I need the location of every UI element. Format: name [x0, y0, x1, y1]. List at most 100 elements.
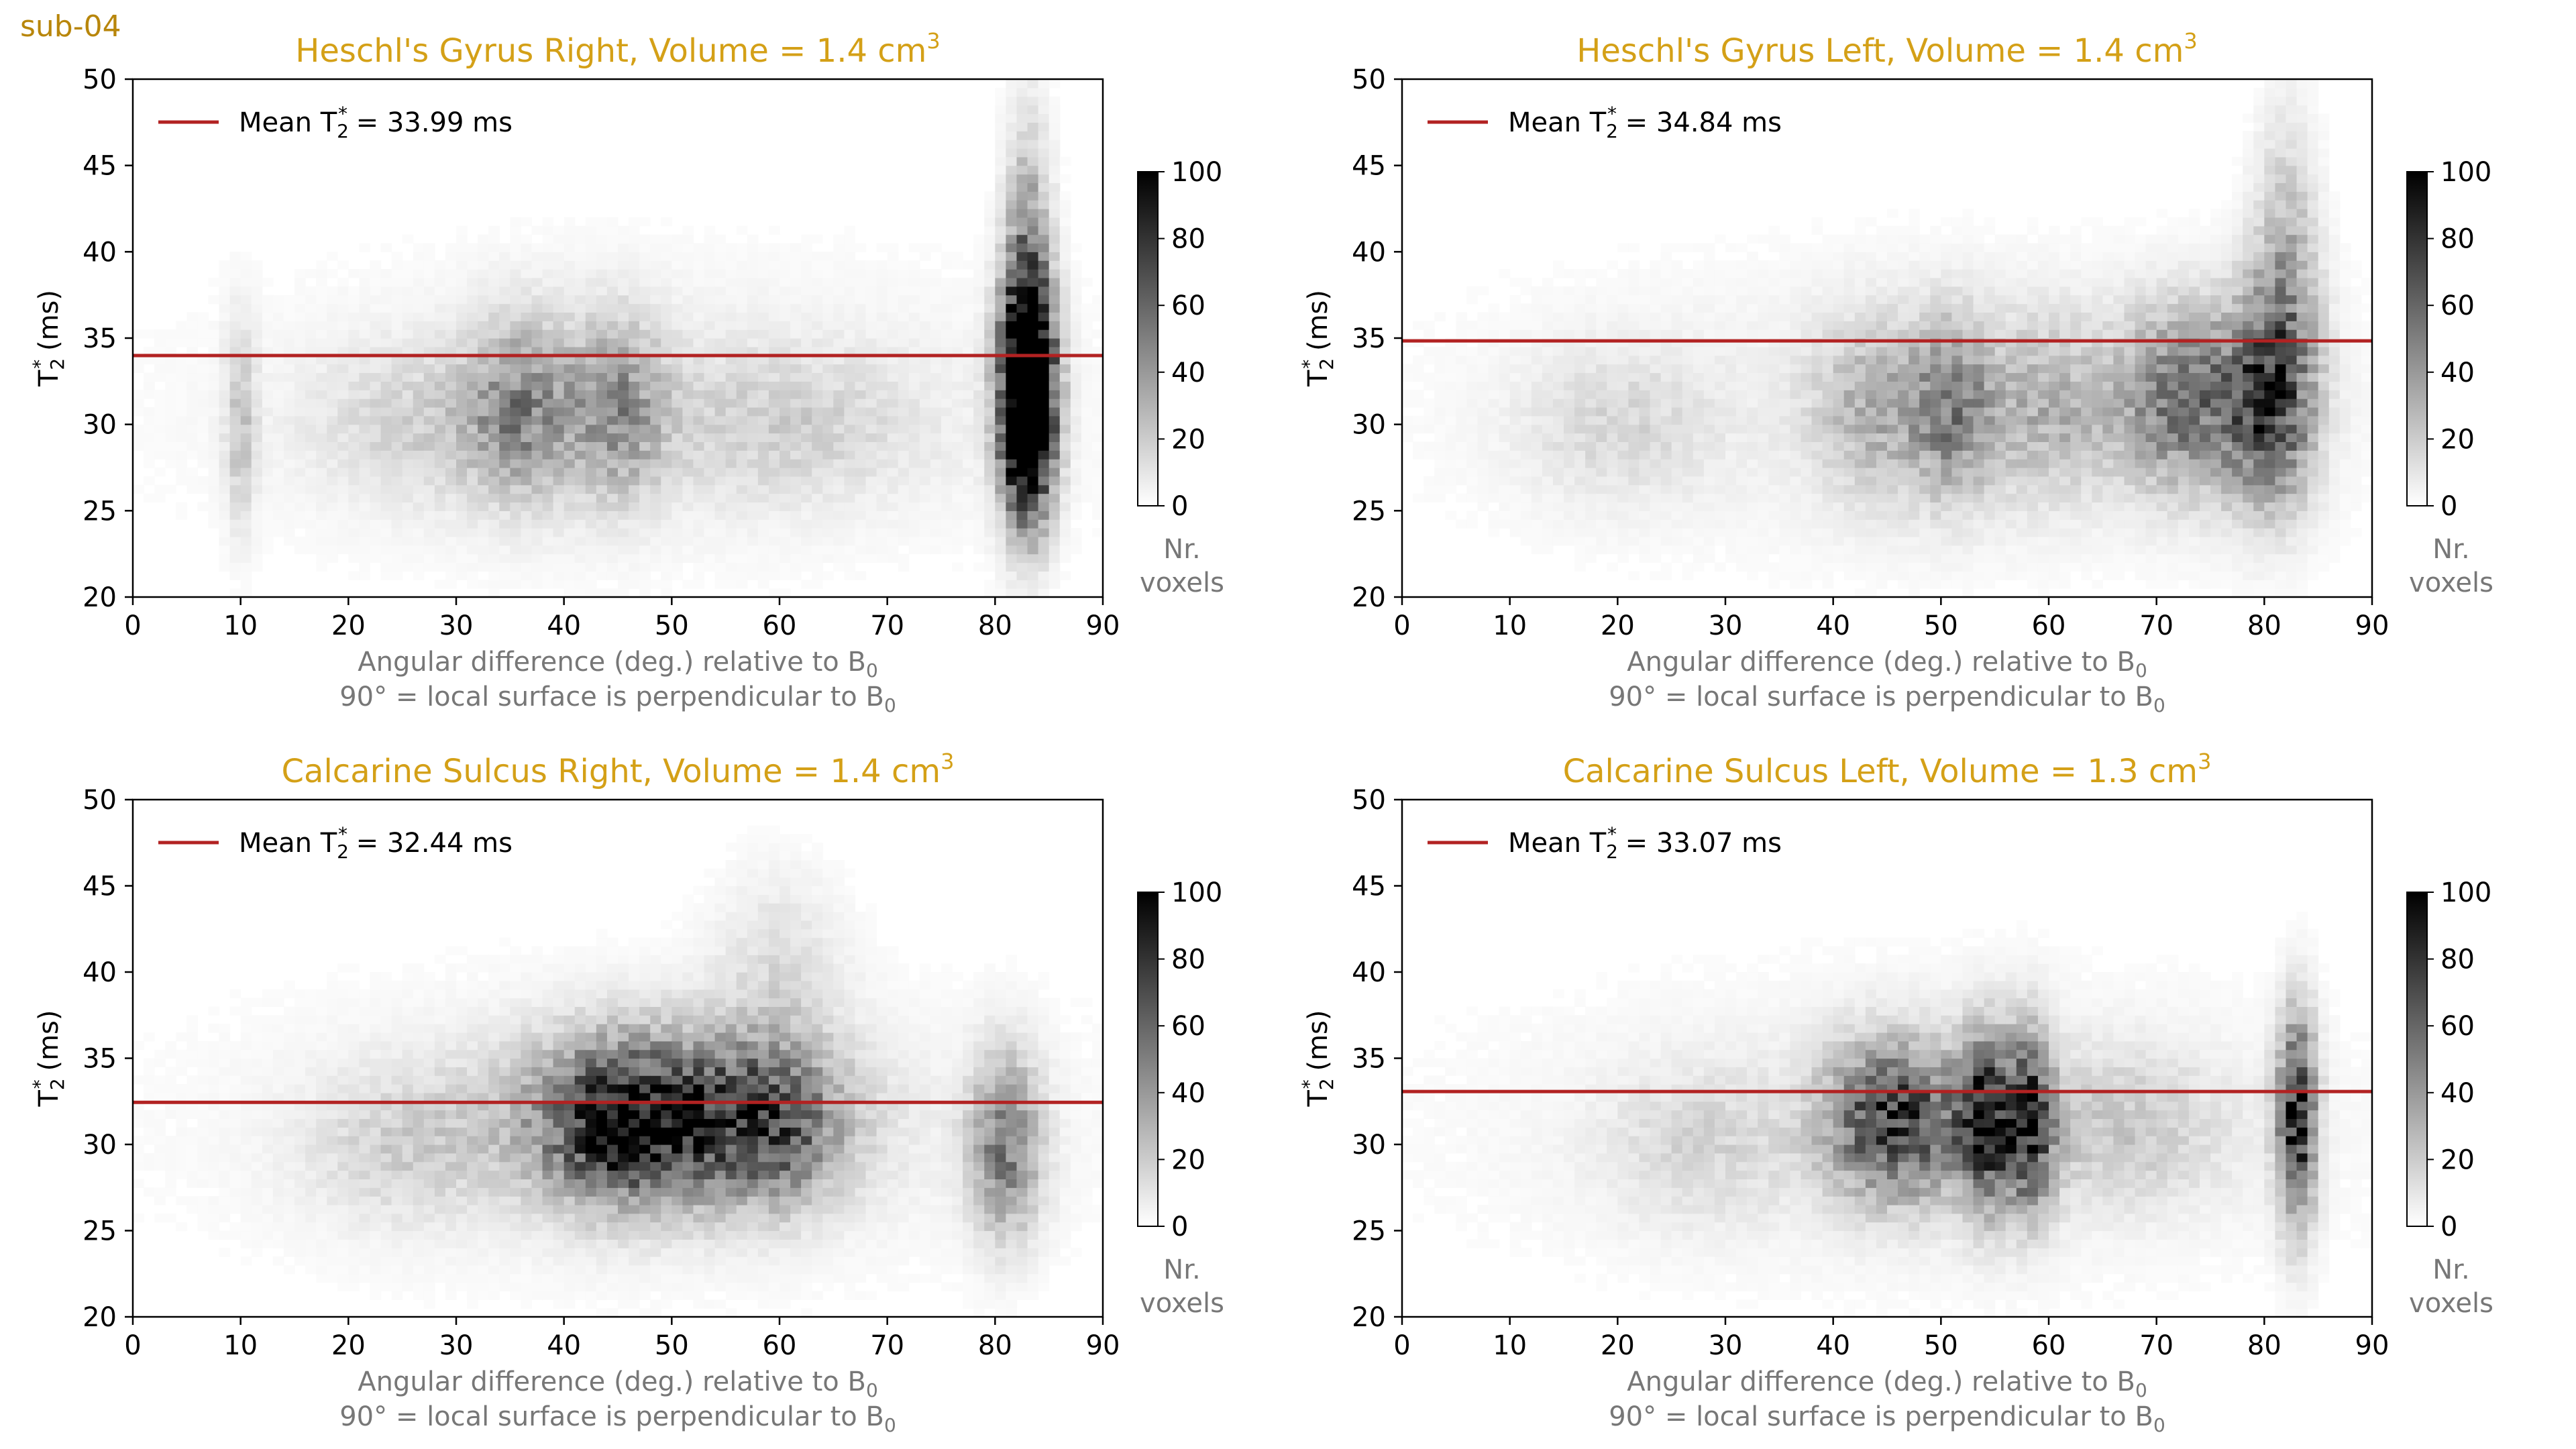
heatmap-cell [618, 580, 629, 588]
heatmap-cell [575, 398, 586, 407]
heatmap-cell [855, 554, 866, 563]
heatmap-cell [650, 537, 661, 545]
heatmap-cell [855, 511, 866, 519]
heatmap-cell [435, 519, 446, 528]
heatmap-cell [230, 450, 241, 459]
heatmap-cell [650, 554, 661, 563]
heatmap-cell [995, 200, 1006, 209]
heatmap-cell [478, 554, 489, 563]
heatmap-cell [402, 390, 414, 398]
heatmap-cell [165, 441, 176, 450]
heatmap-cell [413, 278, 425, 286]
heatmap-cell [381, 502, 392, 511]
heatmap-cell [844, 459, 855, 468]
heatmap-cell [478, 235, 489, 244]
heatmap-cell [478, 269, 489, 278]
heatmap-cell [607, 217, 619, 226]
heatmap-cell [995, 571, 1006, 580]
heatmap-cell [941, 519, 953, 528]
heatmap-cell [682, 416, 694, 425]
heatmap-cell [337, 476, 349, 485]
heatmap-cell [445, 450, 457, 459]
heatmap-cell [273, 502, 284, 511]
heatmap-cell [543, 468, 554, 476]
heatmap-cell [575, 441, 586, 450]
heatmap-cell [726, 450, 737, 459]
heatmap-cell [370, 390, 381, 398]
heatmap-cell [1028, 286, 1039, 295]
heatmap-cell [456, 321, 468, 329]
heatmap-cell [273, 468, 284, 476]
heatmap-cell [952, 450, 963, 459]
heatmap-cell [488, 425, 500, 433]
heatmap-cell [888, 545, 899, 554]
heatmap-cell [607, 433, 619, 442]
heatmap-cell [1016, 312, 1028, 321]
heatmap-cell [467, 537, 478, 545]
heatmap-cell [316, 528, 327, 537]
heatmap-cell [424, 519, 435, 528]
heatmap-cell [499, 502, 511, 511]
heatmap-cell [424, 304, 435, 313]
heatmap-cell [769, 468, 780, 476]
heatmap-cell [769, 364, 780, 373]
heatmap-cell [413, 485, 425, 494]
heatmap-cell [693, 252, 704, 260]
heatmap-cell [273, 364, 284, 373]
heatmap-cell [241, 450, 252, 459]
heatmap-cell [780, 372, 791, 381]
heatmap-cell [499, 425, 511, 433]
heatmap-cell [262, 278, 274, 286]
heatmap-cell [531, 441, 543, 450]
heatmap-cell [596, 511, 608, 519]
heatmap-cell [726, 278, 737, 286]
heatmap-cell [920, 425, 931, 433]
heatmap-cell [435, 450, 446, 459]
heatmap-cell [844, 304, 855, 313]
heatmap-cell [866, 312, 877, 321]
heatmap-cell [165, 381, 176, 390]
heatmap-cell [672, 329, 683, 338]
heatmap-cell [402, 485, 414, 494]
heatmap-cell [898, 312, 910, 321]
heatmap-cell [402, 441, 414, 450]
heatmap-cell [672, 545, 683, 554]
heatmap-cell [726, 381, 737, 390]
heatmap-cell [941, 372, 953, 381]
heatmap-cell [392, 286, 403, 295]
heatmap-cell [499, 459, 511, 468]
heatmap-cell [747, 441, 759, 450]
heatmap-cell [543, 563, 554, 572]
heatmap-cell [445, 441, 457, 450]
heatmap-cell [499, 278, 511, 286]
heatmap-cell [596, 459, 608, 468]
heatmap-cell [435, 364, 446, 373]
heatmap-cell [392, 476, 403, 485]
heatmap-cell [747, 537, 759, 545]
heatmap-cell [822, 278, 834, 286]
heatmap-cell [510, 235, 521, 244]
figure-canvas: 0 10 20 30 40 50 60 70 80 9020253035404550Heschl'… [0, 0, 2576, 1449]
heatmap-cell [963, 450, 974, 459]
heatmap-cell [898, 537, 910, 545]
heatmap-cell [294, 381, 306, 390]
heatmap-cell [305, 416, 317, 425]
heatmap-cell [639, 243, 651, 252]
heatmap-cell [316, 381, 327, 390]
heatmap-cell [273, 407, 284, 416]
heatmap-cell [543, 304, 554, 313]
heatmap-cell [995, 174, 1006, 183]
heatmap-cell [521, 441, 532, 450]
heatmap-cell [219, 321, 231, 329]
heatmap-cell [888, 476, 899, 485]
heatmap-cell [661, 563, 672, 572]
heatmap-cell [176, 321, 187, 329]
heatmap-cell [812, 295, 823, 304]
heatmap-cell [629, 321, 640, 329]
heatmap-cell [294, 545, 306, 554]
heatmap-cell [586, 459, 597, 468]
heatmap-cell [672, 304, 683, 313]
heatmap-cell [327, 441, 338, 450]
heatmap-cell [252, 450, 263, 459]
heatmap-cell [693, 528, 704, 537]
